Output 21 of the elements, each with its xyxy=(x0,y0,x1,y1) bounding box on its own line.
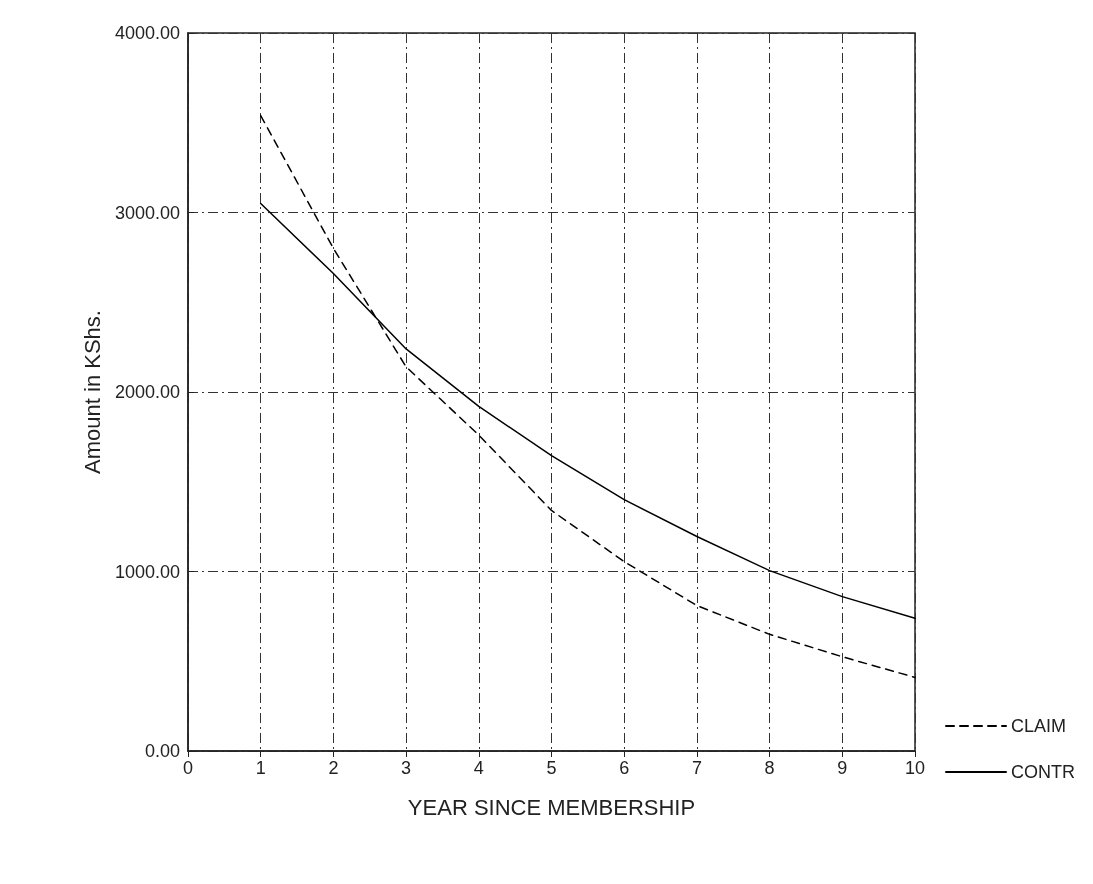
y-tick-label: 0.00 xyxy=(144,741,180,761)
y-tick-label: 1000.00 xyxy=(114,561,180,582)
y-tick-label: 3000.00 xyxy=(114,202,180,223)
x-axis-title: YEAR SINCE MEMBERSHIP xyxy=(407,794,696,820)
x-tick-label: 0 xyxy=(182,758,194,778)
x-tick-label: 1 xyxy=(255,758,266,778)
legend-label: CLAIM xyxy=(1011,716,1067,736)
x-tick-label: 4 xyxy=(473,758,484,778)
x-tick-label: 2 xyxy=(328,758,339,778)
x-tick-label: 5 xyxy=(546,758,557,778)
y-tick-label: 2000.00 xyxy=(114,382,180,402)
x-tick-label: 6 xyxy=(619,758,630,778)
x-tick-label: 8 xyxy=(764,758,775,778)
y-axis-title: Amount in KShs. xyxy=(79,310,105,474)
legend-label: CONTR xyxy=(1011,762,1076,782)
x-tick-label: 3 xyxy=(401,758,412,778)
line-series xyxy=(259,114,916,679)
x-tick-label: 7 xyxy=(691,758,702,778)
y-tick-label: 4000.00 xyxy=(114,23,180,43)
x-tick-label: 9 xyxy=(837,758,848,778)
x-tick-label: 10 xyxy=(904,758,926,778)
